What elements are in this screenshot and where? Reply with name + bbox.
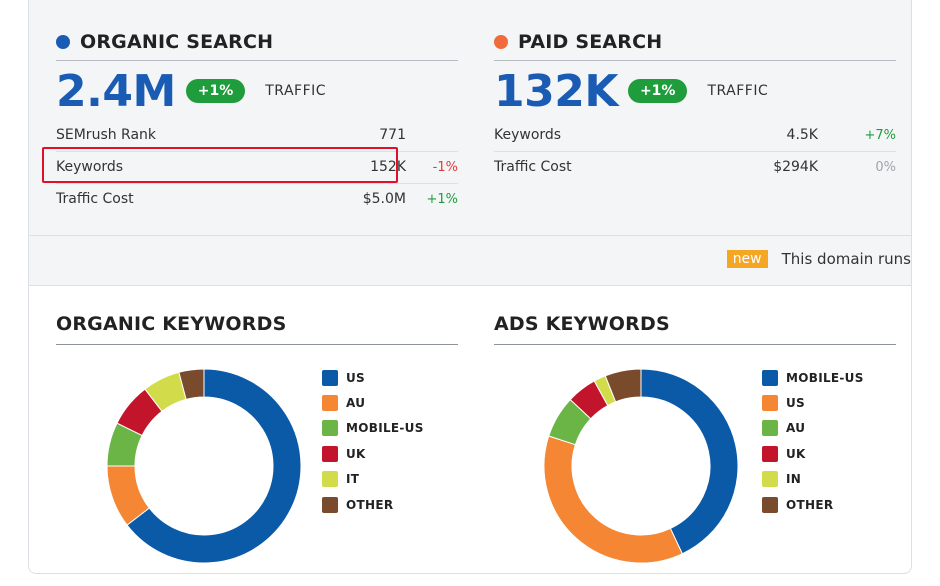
legend-label: IN: [786, 472, 802, 487]
organic-dot-icon: [56, 35, 70, 49]
legend-label: MOBILE-US: [346, 421, 424, 436]
metric-change: -1%: [432, 159, 458, 175]
donut-slice-other[interactable]: [178, 368, 205, 400]
organic-traffic-label: TRAFFIC: [265, 83, 327, 99]
organic-keywords-donut[interactable]: [104, 366, 304, 566]
legend-label: US: [346, 370, 365, 385]
ads-keywords-title[interactable]: ADS KEYWORDS: [494, 313, 670, 335]
legend-swatch: [322, 471, 338, 488]
donut-slice-other[interactable]: [604, 368, 642, 403]
legend-item-uk[interactable]: UK: [762, 441, 864, 466]
metric-value[interactable]: $5.0M: [362, 191, 406, 207]
paid-search-title[interactable]: PAID SEARCH: [518, 31, 663, 53]
legend-item-other[interactable]: OTHER: [322, 492, 424, 517]
section-divider: [29, 285, 911, 286]
header-rule: [494, 60, 896, 61]
legend-swatch: [322, 420, 338, 437]
donut-slice-us[interactable]: [543, 435, 683, 564]
organic-traffic-value[interactable]: 2.4M: [56, 65, 176, 117]
legend-label: AU: [346, 396, 366, 411]
metric-row-semrush-rank: SEMrush Rank 771: [56, 119, 458, 151]
metric-value[interactable]: $294K: [773, 159, 818, 175]
legend-swatch: [762, 471, 778, 488]
legend-item-us[interactable]: US: [322, 365, 424, 390]
legend-label: UK: [346, 446, 366, 461]
legend-label: UK: [786, 446, 806, 461]
legend-item-au[interactable]: AU: [762, 416, 864, 441]
notice-bar: new This domain runs: [726, 247, 911, 271]
legend-swatch: [762, 420, 778, 437]
legend-item-mobile-us[interactable]: MOBILE-US: [762, 365, 864, 390]
section-divider: [29, 235, 911, 236]
row-rule: [494, 151, 896, 152]
row-rule: [56, 183, 458, 184]
legend-swatch: [762, 496, 778, 513]
legend-swatch: [762, 369, 778, 386]
organic-search-header: ORGANIC SEARCH: [56, 31, 273, 53]
paid-traffic-value[interactable]: 132K: [494, 65, 618, 117]
paid-traffic-change-badge: +1%: [627, 79, 688, 103]
legend-label: IT: [346, 472, 360, 487]
metric-row-keywords: Keywords 4.5K +7%: [494, 119, 896, 151]
organic-keywords-title[interactable]: ORGANIC KEYWORDS: [56, 313, 287, 335]
new-badge: new: [726, 250, 768, 268]
paid-traffic-summary: 132K +1% TRAFFIC: [494, 65, 768, 117]
search-summary-section: [29, 0, 911, 285]
organic-traffic-change-badge: +1%: [185, 79, 246, 103]
legend-swatch: [762, 445, 778, 462]
legend-label: OTHER: [346, 497, 394, 512]
metric-row-traffic-cost: Traffic Cost $294K 0%: [494, 151, 896, 183]
metric-value[interactable]: 771: [379, 127, 406, 143]
metric-change: 0%: [875, 159, 896, 175]
organic-keywords-legend: US AU MOBILE-US UK IT OTHER: [322, 365, 424, 517]
metric-change: +1%: [426, 191, 458, 207]
legend-label: MOBILE-US: [786, 370, 864, 385]
legend-swatch: [762, 395, 778, 412]
legend-item-other[interactable]: OTHER: [762, 492, 864, 517]
row-rule: [56, 151, 458, 152]
organic-traffic-summary: 2.4M +1% TRAFFIC: [56, 65, 326, 117]
metric-row-traffic-cost: Traffic Cost $5.0M +1%: [56, 183, 458, 215]
metric-label: SEMrush Rank: [56, 127, 157, 143]
ads-keywords-donut[interactable]: [541, 366, 741, 566]
metric-label: Keywords: [494, 127, 562, 143]
legend-item-au[interactable]: AU: [322, 390, 424, 415]
metric-change: +7%: [864, 127, 896, 143]
legend-swatch: [322, 395, 338, 412]
legend-label: US: [786, 396, 805, 411]
domain-overview-card: ORGANIC SEARCH 2.4M +1% TRAFFIC SEMrush …: [28, 0, 912, 574]
legend-swatch: [322, 369, 338, 386]
legend-item-in[interactable]: IN: [762, 467, 864, 492]
donut-slice-mobile-us[interactable]: [640, 368, 739, 555]
legend-item-uk[interactable]: UK: [322, 441, 424, 466]
legend-item-mobile-us[interactable]: MOBILE-US: [322, 416, 424, 441]
ads-keywords-legend: MOBILE-US US AU UK IN OTHER: [762, 365, 864, 517]
legend-label: OTHER: [786, 497, 834, 512]
donut-slice-us[interactable]: [126, 368, 302, 564]
metric-value[interactable]: 4.5K: [786, 127, 818, 143]
paid-search-header: PAID SEARCH: [494, 31, 662, 53]
header-rule: [56, 60, 458, 61]
header-rule: [494, 344, 896, 345]
metric-label: Keywords: [56, 159, 124, 175]
paid-traffic-label: TRAFFIC: [707, 83, 769, 99]
metric-label: Traffic Cost: [494, 159, 572, 175]
legend-swatch: [322, 496, 338, 513]
legend-swatch: [322, 445, 338, 462]
paid-dot-icon: [494, 35, 508, 49]
header-rule: [56, 344, 458, 345]
notice-text[interactable]: This domain runs: [781, 250, 911, 268]
keywords-highlight-box: [42, 147, 398, 183]
legend-label: AU: [786, 421, 806, 436]
legend-item-us[interactable]: US: [762, 390, 864, 415]
metric-label: Traffic Cost: [56, 191, 134, 207]
organic-search-title[interactable]: ORGANIC SEARCH: [80, 31, 274, 53]
legend-item-it[interactable]: IT: [322, 467, 424, 492]
